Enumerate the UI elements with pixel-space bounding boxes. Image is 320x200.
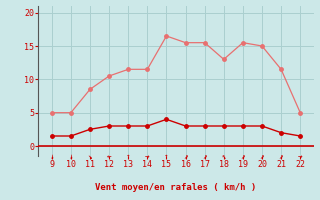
Text: ↓: ↓ — [50, 152, 54, 161]
Text: ↗: ↗ — [279, 152, 284, 161]
Text: ↗: ↗ — [260, 152, 264, 161]
Text: →: → — [145, 152, 150, 161]
Text: ↘: ↘ — [88, 152, 92, 161]
Text: ↗: ↗ — [183, 152, 188, 161]
Text: ↑: ↑ — [164, 152, 169, 161]
Text: ↑: ↑ — [126, 152, 131, 161]
Text: ↓: ↓ — [68, 152, 73, 161]
Text: →: → — [298, 152, 302, 161]
Text: ↗: ↗ — [241, 152, 245, 161]
Text: ↖: ↖ — [221, 152, 226, 161]
Text: ←: ← — [107, 152, 111, 161]
Text: ↗: ↗ — [202, 152, 207, 161]
X-axis label: Vent moyen/en rafales ( km/h ): Vent moyen/en rafales ( km/h ) — [95, 183, 257, 192]
